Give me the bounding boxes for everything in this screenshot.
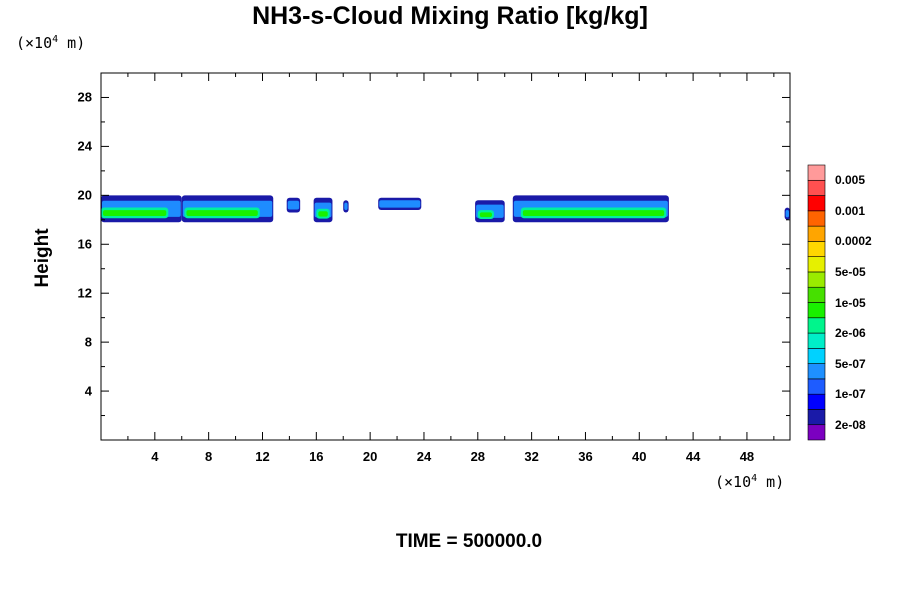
colorbar-label: 1e-07 bbox=[835, 387, 866, 402]
colorbar-label: 5e-07 bbox=[835, 356, 866, 371]
colorbar-swatch bbox=[807, 164, 826, 181]
colorbar-label: 0.0002 bbox=[835, 234, 872, 249]
x-tick-label: 40 bbox=[632, 449, 647, 464]
x-tick-label: 12 bbox=[255, 449, 270, 464]
colorbar-swatch bbox=[807, 409, 826, 426]
colorbar-swatch bbox=[807, 286, 826, 303]
x-tick-label: 48 bbox=[739, 449, 755, 464]
cloud-core-peak bbox=[479, 212, 492, 218]
colorbar-label: 2e-06 bbox=[835, 326, 866, 341]
y-tick-label: 28 bbox=[77, 89, 92, 105]
colorbar-swatch bbox=[807, 363, 826, 380]
time-annotation: TIME = 500000.0 bbox=[395, 531, 543, 552]
x-axis-unit: (×104 m) bbox=[715, 473, 785, 491]
colorbar-swatch bbox=[807, 317, 826, 334]
y-tick-label: 20 bbox=[77, 187, 92, 203]
y-tick-label: 12 bbox=[77, 285, 92, 301]
y-tick-label: 16 bbox=[77, 236, 92, 252]
plot-frame bbox=[100, 72, 791, 441]
cloud-mid bbox=[379, 200, 421, 208]
x-tick-label: 4 bbox=[151, 449, 159, 464]
colorbar-swatch bbox=[807, 302, 826, 319]
x-tick-label: 32 bbox=[524, 449, 539, 464]
cloud-core-peak bbox=[186, 210, 258, 217]
colorbar-label: 5e-05 bbox=[835, 264, 866, 279]
cloud-core-peak bbox=[103, 210, 167, 217]
colorbar-swatch bbox=[807, 271, 826, 288]
y-axis-unit: (×104 m) bbox=[16, 34, 86, 52]
colorbar-swatch bbox=[807, 348, 826, 364]
colorbar-swatch bbox=[807, 241, 826, 257]
y-tick-label: 24 bbox=[77, 138, 92, 154]
colorbar-swatch bbox=[807, 195, 826, 212]
colorbar-label: 0.001 bbox=[835, 203, 866, 218]
colorbar-swatch bbox=[807, 393, 826, 410]
x-tick-label: 16 bbox=[309, 449, 324, 464]
colorbar-swatch bbox=[807, 332, 826, 349]
colorbar-swatch bbox=[807, 424, 826, 441]
colorbar-swatch bbox=[807, 256, 826, 273]
colorbar-label: 1e-05 bbox=[835, 295, 866, 310]
colorbar-swatch bbox=[807, 378, 826, 395]
x-tick-label: 24 bbox=[416, 449, 432, 464]
x-tick-label: 44 bbox=[685, 449, 701, 464]
x-tick-label: 8 bbox=[205, 449, 213, 464]
x-tick-label: 36 bbox=[578, 449, 593, 464]
colorbar-label: 2e-08 bbox=[835, 417, 866, 432]
colorbar-swatch bbox=[807, 210, 826, 227]
chart-title: NH3-s-Cloud Mixing Ratio [kg/kg] bbox=[252, 2, 648, 30]
colorbar-label: 0.005 bbox=[835, 173, 866, 188]
colorbar-swatch bbox=[807, 225, 826, 242]
y-tick-label: 4 bbox=[84, 383, 92, 399]
cloud-mid bbox=[344, 202, 348, 211]
y-tick-label: 8 bbox=[84, 334, 92, 350]
x-tick-label: 20 bbox=[362, 449, 378, 464]
cloud-core-peak bbox=[318, 211, 328, 217]
cloud-mid bbox=[785, 210, 789, 218]
cloud-mid bbox=[287, 200, 300, 210]
x-tick-label: 28 bbox=[470, 449, 486, 464]
colorbar-swatch bbox=[807, 179, 826, 196]
cloud-core-peak bbox=[522, 210, 665, 217]
